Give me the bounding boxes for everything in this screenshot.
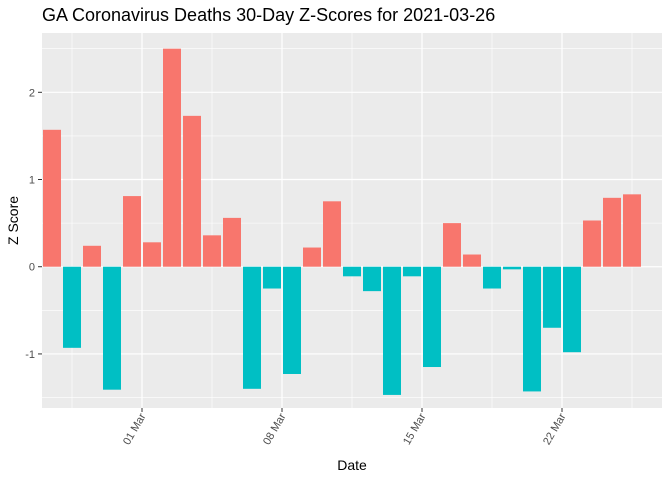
bar-2021-03-23 bbox=[563, 266, 581, 353]
bar-2021-03-15 bbox=[403, 266, 421, 277]
bar-2021-03-10 bbox=[303, 247, 321, 267]
x-tick-label: 15 Mar bbox=[401, 411, 429, 447]
y-axis-title: Z Score bbox=[5, 196, 21, 245]
bar-2021-03-09 bbox=[283, 266, 301, 374]
bar-2021-03-11 bbox=[323, 201, 341, 267]
bar-2021-02-26 bbox=[63, 266, 81, 348]
chart-title: GA Coronavirus Deaths 30-Day Z-Scores fo… bbox=[42, 5, 496, 25]
x-tick-label: 22 Mar bbox=[541, 411, 569, 447]
bar-2021-02-28 bbox=[103, 266, 121, 390]
bar-2021-03-24 bbox=[583, 220, 601, 267]
bar-2021-03-21 bbox=[523, 266, 541, 392]
bar-2021-03-19 bbox=[483, 266, 501, 289]
y-tick-label: -1 bbox=[25, 349, 35, 361]
bar-2021-03-26 bbox=[623, 194, 641, 267]
bar-2021-03-17 bbox=[443, 223, 461, 267]
x-axis-title: Date bbox=[337, 457, 367, 473]
bar-2021-03-03 bbox=[163, 48, 181, 267]
bar-2021-03-06 bbox=[223, 217, 241, 267]
bar-2021-02-27 bbox=[83, 245, 101, 267]
bar-2021-03-02 bbox=[143, 242, 161, 267]
bar-2021-03-05 bbox=[203, 235, 221, 267]
bar-2021-03-01 bbox=[123, 196, 141, 267]
y-tick-label: 2 bbox=[29, 87, 35, 99]
y-axis: -1 0 1 2 bbox=[25, 87, 42, 361]
bar-2021-03-20 bbox=[503, 266, 521, 270]
bar-2021-03-07 bbox=[243, 266, 261, 389]
bar-2021-03-14 bbox=[383, 266, 401, 395]
bar-2021-03-25 bbox=[603, 197, 621, 267]
x-tick-label: 01 Mar bbox=[121, 411, 149, 447]
bar-2021-03-18 bbox=[463, 254, 481, 267]
bar-2021-03-04 bbox=[183, 115, 201, 267]
bar-2021-03-12 bbox=[343, 266, 361, 277]
x-axis: 01 Mar 08 Mar 15 Mar 22 Mar bbox=[121, 408, 569, 447]
bar-2021-02-25 bbox=[43, 129, 61, 267]
bar-2021-03-16 bbox=[423, 266, 441, 368]
bars bbox=[43, 48, 641, 395]
bar-2021-03-22 bbox=[543, 266, 561, 328]
y-tick-label: 1 bbox=[29, 175, 35, 187]
bar-2021-03-08 bbox=[263, 266, 281, 289]
x-tick-label: 08 Mar bbox=[261, 411, 289, 447]
y-tick-label: 0 bbox=[29, 262, 35, 274]
bar-2021-03-13 bbox=[363, 266, 381, 292]
